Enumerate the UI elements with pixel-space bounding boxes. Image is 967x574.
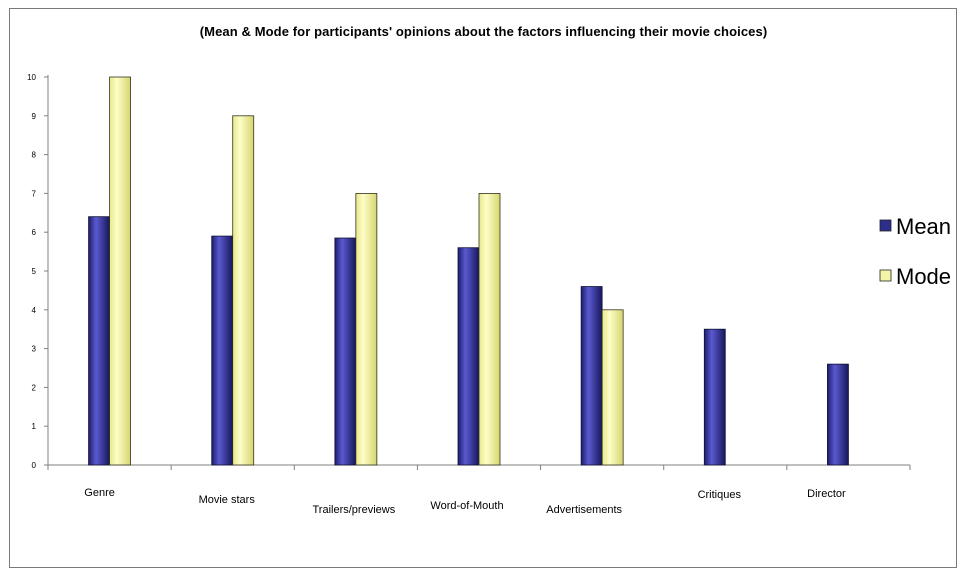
x-category-label: Advertisements xyxy=(546,504,622,516)
bar-mean-critiques xyxy=(703,328,726,466)
y-tick-label: 10 xyxy=(27,73,36,82)
legend-label-mean: Mean xyxy=(896,214,951,239)
y-tick-label: 6 xyxy=(32,228,37,237)
x-category-label: Word-of-Mouth xyxy=(430,500,503,512)
labels: 0 1 2 3 4 5 6 7 8 9 10 Genre Movie stars Trailers/pre… xyxy=(27,73,846,516)
bar-mean-genre xyxy=(88,216,110,466)
legend-label-mode: Mode xyxy=(896,264,951,289)
y-tick-label: 1 xyxy=(32,422,37,431)
bar-mode-trailers-previews xyxy=(355,192,378,466)
bar-mean-director xyxy=(827,363,849,466)
y-tick-label: 7 xyxy=(32,189,37,198)
y-tick-label: 8 xyxy=(32,151,37,160)
y-tick-label: 3 xyxy=(32,345,37,354)
x-category-label: Movie stars xyxy=(199,494,256,506)
bar-mean-movie-stars xyxy=(211,235,234,466)
legend: Mean Mode xyxy=(879,214,951,289)
bars xyxy=(88,76,849,466)
bar-mode-word-of-mouth xyxy=(478,192,501,466)
legend-swatch-mode xyxy=(879,269,892,282)
y-tick-label: 0 xyxy=(32,461,37,470)
y-tick-label: 5 xyxy=(32,267,37,276)
x-category-label: Genre xyxy=(84,487,115,499)
y-tick-label: 4 xyxy=(32,306,37,315)
bar-mode-genre xyxy=(109,76,131,466)
bar-mean-advertisements xyxy=(580,286,603,466)
y-tick-label: 2 xyxy=(32,383,37,392)
bar-mode-advertisements xyxy=(601,309,624,466)
x-category-label: Critiques xyxy=(698,489,742,501)
legend-swatch-mean xyxy=(879,219,892,232)
bar-mean-trailers-previews xyxy=(334,237,357,466)
y-tick-label: 9 xyxy=(32,112,37,121)
x-category-label: Director xyxy=(807,488,846,500)
x-category-label: Trailers/previews xyxy=(312,504,395,516)
bar-mode-movie-stars xyxy=(232,115,255,466)
bar-mean-word-of-mouth xyxy=(457,247,480,466)
chart-title: (Mean & Mode for participants' opinions … xyxy=(199,24,768,39)
